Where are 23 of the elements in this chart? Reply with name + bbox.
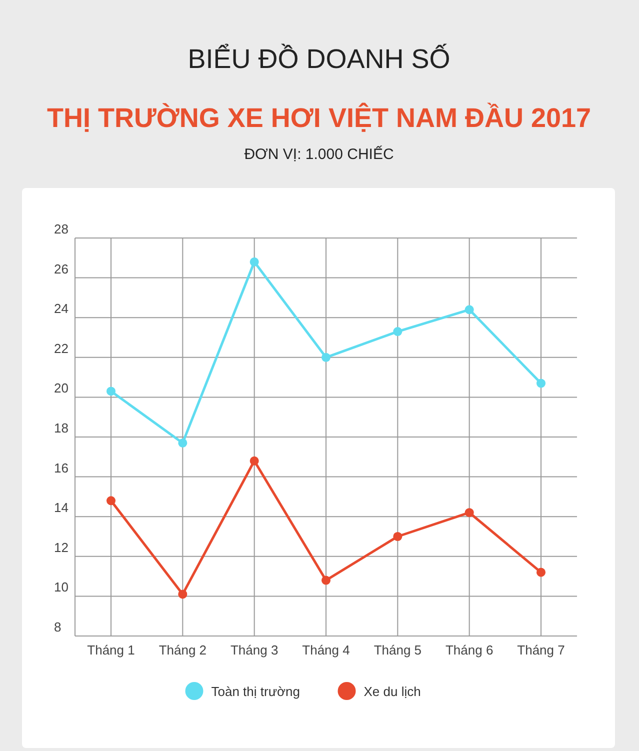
y-tick-label: 8 xyxy=(54,619,62,634)
y-tick-label: 10 xyxy=(54,580,68,595)
chart-subtitle: THỊ TRƯỜNG XE HƠI VIỆT NAM ĐẦU 2017 xyxy=(46,102,592,133)
legend-label: Xe du lịch xyxy=(364,684,421,699)
y-tick-label: 28 xyxy=(54,221,68,236)
x-tick-label: Tháng 3 xyxy=(230,642,278,658)
x-tick-label: Tháng 6 xyxy=(445,642,494,658)
legend-label: Toàn thị trường xyxy=(211,684,300,699)
x-tick-label: Tháng 4 xyxy=(302,642,350,658)
text: ĐƠN VỊ: 1.000 CHIẾC xyxy=(244,145,394,163)
chart-title: BIỂU ĐỒ DOANH SỐ xyxy=(188,43,450,74)
x-tick-label: Tháng 5 xyxy=(374,642,422,658)
y-tick-label: 14 xyxy=(54,500,68,516)
x-tick-label: Tháng 7 xyxy=(517,642,565,658)
x-tick-label: Tháng 1 xyxy=(87,642,135,658)
y-tick-label: 18 xyxy=(54,420,68,436)
y-tick-label: 24 xyxy=(54,301,68,316)
y-tick-label: 12 xyxy=(54,540,68,555)
x-tick-label: Tháng 2 xyxy=(158,642,207,658)
y-tick-label: 16 xyxy=(54,460,68,476)
y-tick-label: 20 xyxy=(54,380,68,396)
y-tick-label: 22 xyxy=(54,340,68,356)
y-tick-label: 26 xyxy=(54,261,68,276)
